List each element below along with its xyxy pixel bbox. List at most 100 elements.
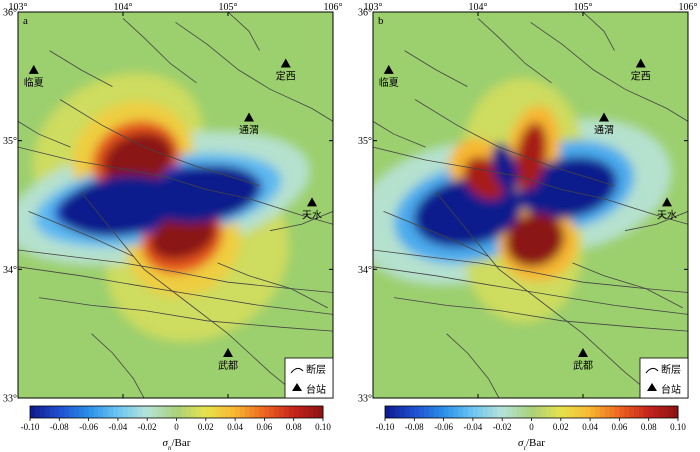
fault-line [18, 266, 333, 315]
fault-line [530, 21, 688, 122]
fault-line [383, 211, 489, 257]
fault-legend-label: 断层 [661, 363, 681, 376]
positive-core [150, 212, 216, 260]
colorbar-tick-label: 0.02 [198, 422, 214, 432]
station-marker [307, 197, 317, 207]
map-frame [372, 11, 689, 399]
fault-line [446, 333, 500, 398]
colorbar-tick-label: -0.06 [79, 422, 98, 432]
colorbar-tick-label: 0 [529, 422, 534, 432]
fault-line [227, 12, 260, 51]
fault-line [28, 211, 134, 257]
station-name: 临夏 [379, 76, 399, 89]
fault-legend-label: 断层 [306, 363, 326, 376]
station-marker [662, 197, 672, 207]
station-name: 定西 [276, 69, 296, 82]
fault-line [49, 50, 113, 87]
station-name: 定西 [631, 69, 651, 82]
colorbar-tick-label: 0.06 [612, 422, 628, 432]
station-legend-symbol [292, 383, 302, 391]
stress-field [373, 12, 688, 398]
y-tick-label: 35° [3, 136, 17, 147]
fault-line [373, 121, 426, 148]
fault-line [269, 211, 333, 232]
negative-core [518, 156, 618, 220]
panel-label: a [23, 15, 28, 27]
station-name: 天水 [657, 209, 677, 221]
fault-lines [18, 12, 333, 398]
station-marker [28, 64, 39, 74]
colorbar-tick-label: 0.08 [641, 422, 657, 432]
colorbar-tick-label: 0.02 [553, 422, 569, 432]
fault-line [91, 333, 145, 398]
colorbar-tick-label: -0.04 [109, 422, 128, 432]
station-name: 临夏 [24, 76, 44, 89]
station-legend-label: 台站 [661, 383, 681, 396]
x-tick-label: 103° [364, 2, 383, 13]
colorbar-tick-label: 0.10 [315, 422, 331, 432]
fault-line [373, 146, 688, 225]
fault-line [175, 21, 333, 122]
station-name: 武都 [573, 359, 593, 372]
fault-line [38, 297, 333, 332]
colorbar-tick-label: -0.02 [493, 422, 512, 432]
colorbar: -0.10 -0.08 -0.06 -0.04 -0.02 0 0.02 0.04 0.06 0.… [376, 405, 686, 452]
panel-b: b 103° 104° 105° 106° 36° 35° 34° 33° 临夏 定西 通渭 天水 武都 断… [355, 0, 700, 452]
station-marker [280, 58, 291, 68]
station-marker [223, 347, 233, 357]
fault-line [477, 18, 552, 84]
colorbar-tick-label: -0.10 [376, 422, 395, 432]
panel-a: a 103° 104° 105° 106° 36° 35° 34° 33° 临夏 定西 通渭 天水 武都 断… [0, 0, 345, 452]
colorbar-tick-label: -0.06 [434, 422, 453, 432]
colorbar-tick-label: -0.02 [138, 422, 157, 432]
colorbar-label: στ/Bar [518, 437, 545, 452]
y-tick-label: 36° [3, 8, 17, 19]
fault-line [373, 266, 688, 315]
station-marker [578, 347, 588, 357]
x-tick-label: 104° [114, 2, 133, 13]
x-tick-label: 105° [574, 2, 593, 13]
colorbar-tick-label: -0.10 [21, 422, 40, 432]
colorbar-tick-label: 0.04 [582, 422, 598, 432]
station-marker [635, 58, 646, 68]
fault-line [18, 121, 71, 148]
stress-field [18, 12, 333, 398]
station-marker [244, 112, 254, 122]
fault-line [414, 99, 615, 187]
station-marker [599, 112, 609, 122]
station-name: 通渭 [594, 125, 614, 137]
colorbar-tick-label: -0.04 [464, 422, 483, 432]
map-frame [17, 11, 334, 399]
fault-line [18, 146, 333, 225]
colorbar-tick-label: 0.04 [227, 422, 243, 432]
fault-legend-symbol [290, 367, 304, 374]
x-tick-label: 104° [469, 2, 488, 13]
y-tick-label: 35° [358, 136, 372, 147]
colorbar-label: σn/Bar [163, 437, 191, 452]
fault-line [572, 262, 683, 309]
station-marker [383, 64, 394, 74]
fault-line [217, 262, 328, 309]
fault-lines [373, 12, 688, 398]
y-tick-label: 33° [358, 394, 372, 405]
station-name: 通渭 [239, 125, 259, 137]
positive-core [515, 122, 547, 190]
fault-line [122, 18, 197, 84]
negative-core [491, 142, 519, 194]
x-tick-label: 105° [219, 2, 238, 13]
station-name: 武都 [218, 359, 238, 372]
fault-legend-symbol [645, 367, 659, 374]
colorbar-tick-label: 0.10 [670, 422, 686, 432]
fault-line [404, 50, 468, 87]
station-name: 天水 [302, 209, 322, 221]
y-tick-label: 36° [358, 8, 372, 19]
x-tick-label: 106° [679, 2, 698, 13]
colorbar-tick-label: -0.08 [405, 422, 424, 432]
fault-line [582, 12, 615, 51]
colorbar-tick-label: 0 [174, 422, 179, 432]
